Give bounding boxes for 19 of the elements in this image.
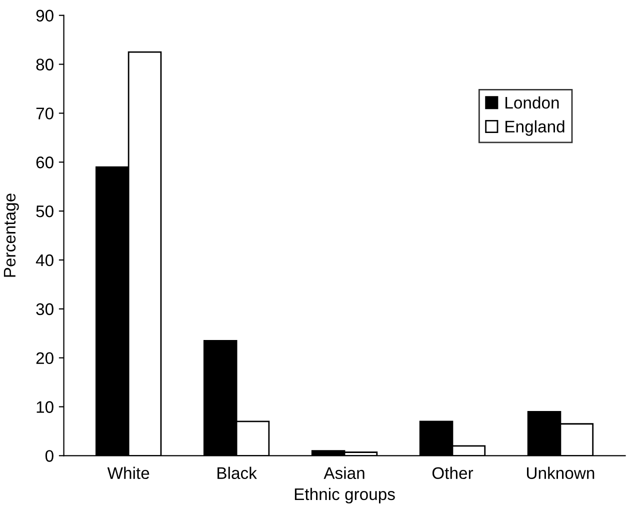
x-axis-title: Ethnic groups	[294, 488, 395, 504]
y-tick-label: 20	[36, 352, 54, 364]
y-tick-label: 80	[36, 58, 54, 70]
y-tick-label: 70	[36, 108, 54, 120]
x-tick-label: Other	[432, 466, 474, 480]
x-tick-label: Unknown	[527, 466, 594, 480]
x-tick-label: Asian	[324, 466, 364, 480]
legend-label: London	[506, 96, 559, 109]
y-axis-title: Percentage	[4, 194, 19, 277]
y-tick-label: 0	[45, 450, 54, 462]
y-tick-label: 10	[36, 401, 54, 413]
y-tick-label: 40	[36, 254, 54, 266]
y-tick-label: 60	[36, 156, 54, 168]
y-tick-label: 30	[36, 303, 54, 316]
x-tick-label: White	[107, 466, 150, 480]
x-tick-label: Black	[218, 466, 257, 480]
y-tick-label: 50	[36, 205, 54, 218]
y-tick-label: 90	[36, 10, 54, 22]
legend-label: England	[506, 120, 564, 136]
